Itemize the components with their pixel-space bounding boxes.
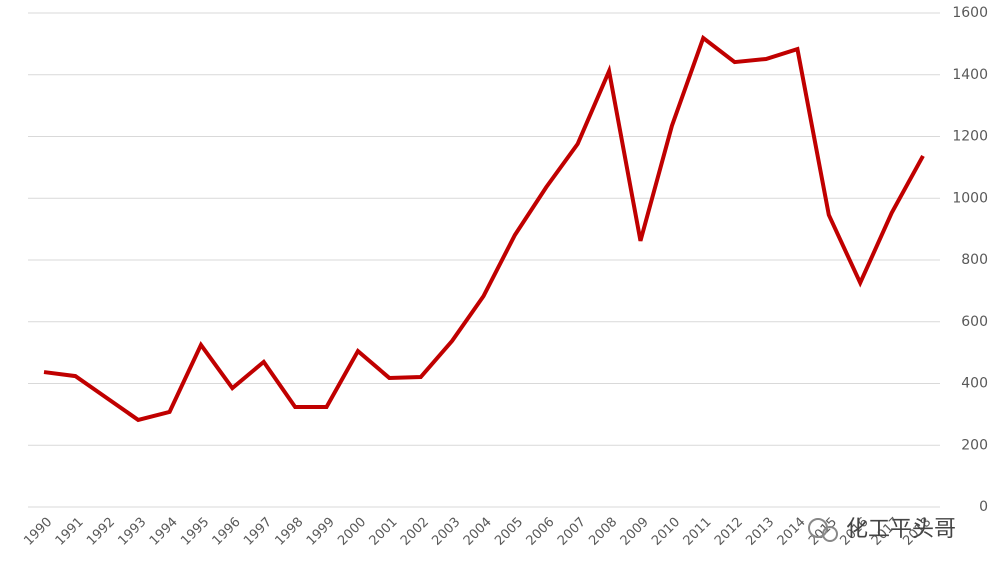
y-tick-label: 1200: [952, 129, 988, 145]
x-tick-label: 2002: [398, 515, 432, 549]
y-tick-label: 0: [979, 499, 988, 515]
y-tick-label: 1000: [952, 190, 988, 206]
y-tick-label: 600: [961, 314, 988, 330]
x-tick-label: 2009: [618, 515, 652, 549]
y-tick-label: 800: [961, 252, 988, 268]
x-tick-label: 1993: [115, 515, 149, 549]
y-tick-label: 400: [961, 376, 988, 392]
x-tick-label: 2013: [743, 515, 777, 549]
watermark-icon: [822, 526, 838, 542]
x-tick-label: 2001: [367, 515, 401, 549]
x-tick-label: 1994: [147, 515, 181, 549]
x-tick-label: 2004: [461, 515, 495, 549]
y-tick-label: 1400: [952, 67, 988, 83]
y-tick-label: 1600: [952, 5, 988, 21]
x-tick-label: 1997: [241, 515, 275, 549]
x-tick-label: 2014: [775, 515, 809, 549]
x-tick-label: 2003: [429, 515, 463, 549]
x-tick-label: 1990: [21, 515, 55, 549]
x-tick-label: 2007: [555, 515, 589, 549]
x-tick-label: 2008: [586, 515, 620, 549]
x-tick-label: 2010: [649, 515, 683, 549]
x-tick-label: 1998: [272, 515, 306, 549]
x-tick-label: 1995: [178, 515, 212, 549]
watermark-text: 化工平头哥: [846, 517, 956, 542]
x-tick-label: 1991: [53, 515, 87, 549]
x-tick-label: 2012: [712, 515, 746, 549]
x-tick-label: 1999: [304, 515, 338, 549]
x-tick-label: 2011: [681, 515, 715, 549]
series-line: [43, 34, 925, 423]
x-tick-label: 2005: [492, 515, 526, 549]
x-tick-label: 1996: [210, 515, 244, 549]
x-tick-label: 1992: [84, 515, 118, 549]
x-tick-label: 2006: [524, 515, 558, 549]
y-tick-label: 200: [961, 437, 988, 453]
x-tick-label: 2000: [335, 515, 369, 549]
watermark: 化工平头哥: [808, 517, 956, 542]
